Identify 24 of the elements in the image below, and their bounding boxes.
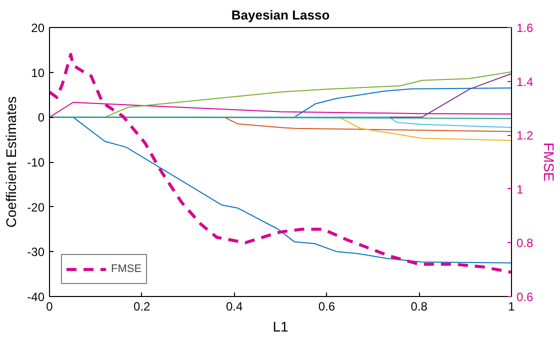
y2-tick-label: 1.6 [516, 21, 534, 35]
x-tick-label: 0.8 [410, 300, 428, 314]
y-tick-label: -10 [27, 156, 45, 170]
x-tick-label: 0 [46, 300, 54, 314]
legend-label: FMSE [111, 263, 142, 275]
chart-title: Bayesian Lasso [231, 8, 330, 22]
y-tick-label: 10 [31, 66, 45, 80]
y-tick-label: -30 [27, 245, 45, 260]
y-tick-label: 0 [38, 110, 45, 125]
x-tick-label: 0.6 [318, 300, 336, 314]
x-axis-title: L1 [272, 318, 288, 334]
y2-tick-label: 1 [516, 182, 524, 196]
y2-tick-label: 0.8 [516, 236, 534, 250]
x-tick-label: 0.2 [134, 300, 151, 314]
y2-tick-label: 1.2 [516, 128, 534, 143]
x-tick-label: 1 [508, 300, 516, 314]
y-tick-label: -40 [27, 290, 45, 304]
y2-axis-title: FMSE [541, 142, 558, 182]
x-tick-label: 0.4 [226, 300, 243, 314]
y-axis-title: Coefficient Estimates [3, 96, 20, 228]
y-tick-label: -20 [27, 200, 45, 214]
y2-tick-label: 0.6 [516, 290, 534, 304]
y2-tick-label: 1.4 [516, 74, 534, 89]
y-tick-label: 20 [31, 21, 45, 35]
